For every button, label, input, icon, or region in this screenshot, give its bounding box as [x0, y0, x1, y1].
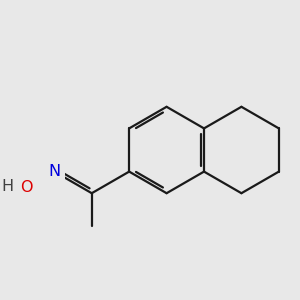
Text: N: N [48, 164, 60, 179]
Text: O: O [20, 180, 32, 195]
Text: H: H [1, 179, 13, 194]
